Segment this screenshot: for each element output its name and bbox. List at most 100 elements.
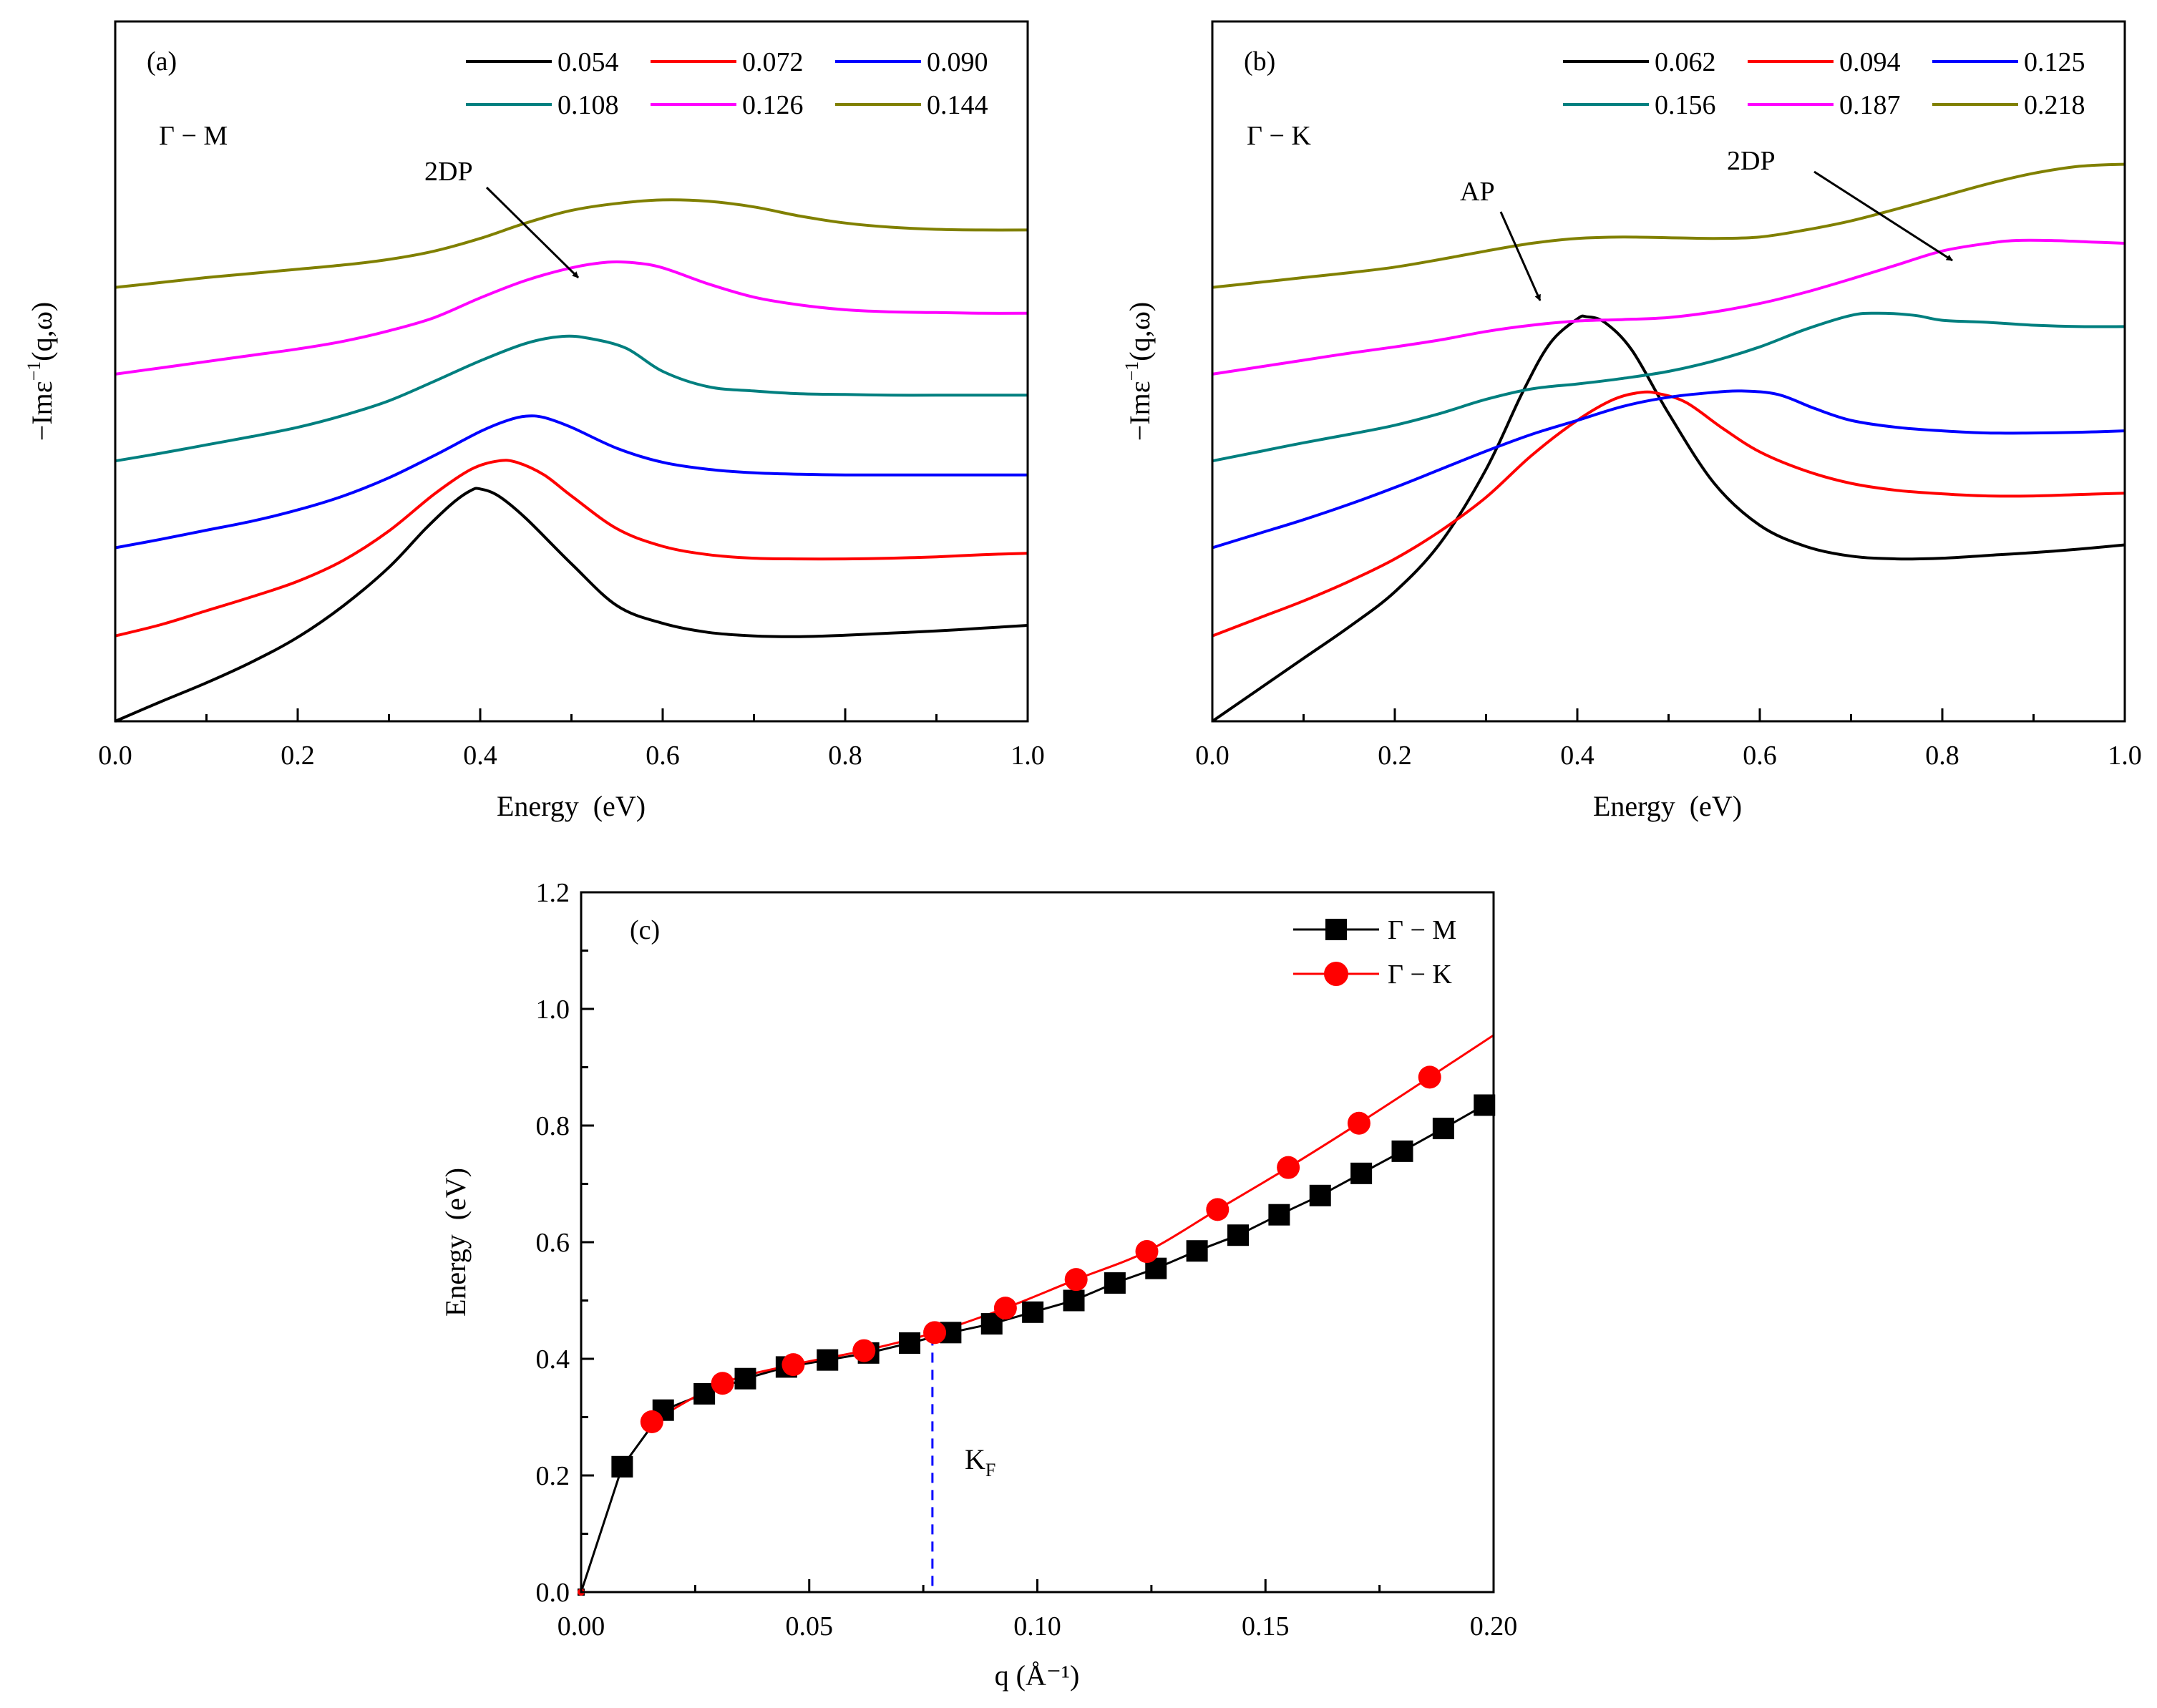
- panel-b-legend-entry-0.062: 0.062: [1655, 47, 1716, 77]
- panel-a-direction-label: Γ − M: [159, 121, 228, 151]
- panel-c-gamma-k-point: [711, 1372, 734, 1395]
- panel-a-legend-entry-0.090: 0.090: [927, 47, 988, 77]
- panel-b-x-tick-label: 0.4: [1560, 741, 1594, 771]
- panel-b-y-axis-label-sup: −1: [1121, 361, 1142, 381]
- panel-b-y-axis-label: −Imε−1(q,ω): [1121, 302, 1156, 441]
- panel-a-x-tick-label: 0.0: [98, 741, 132, 771]
- panel-c-gamma-m-point: [1104, 1272, 1126, 1294]
- panel-b-series-line-0.094: [1212, 390, 2126, 638]
- panel-a-x-tick-label: 1.0: [1011, 741, 1045, 771]
- panel-c-legend-entry-gamma-m: Γ − M: [1388, 915, 1456, 945]
- panel-b-legend-entry-0.218: 0.218: [2024, 90, 2085, 120]
- panel-a-frame: [114, 20, 1029, 723]
- panel-a-legend-entry-0.072: 0.072: [742, 47, 804, 77]
- panel-c-series: [578, 1034, 1496, 1596]
- panel-a-x-tick-label: 0.2: [281, 741, 315, 771]
- panel-a-y-axis-label-main: −Imε: [26, 381, 58, 441]
- panel-a: 0.0 0.2 0.4 0.6 0.8 1.0 0.054 0.072 0.090 0.108 0…: [24, 20, 1045, 822]
- panel-b-series-line-0.062: [1211, 314, 2126, 723]
- panel-a-x-tick-label: 0.8: [828, 741, 862, 771]
- panel-a-legend-entry-0.126: 0.126: [742, 90, 804, 120]
- panel-b-x-tick-label: 0.6: [1743, 741, 1777, 771]
- panel-b-y-axis-label-rest: (q,ω): [1124, 302, 1156, 361]
- panel-b-x-axis-label: Energy (eV): [1593, 790, 1742, 822]
- panel-b-annotation-2dp: 2DP: [1727, 146, 1776, 176]
- panel-a-x-ticks: 0.0 0.2 0.4 0.6 0.8 1.0: [98, 708, 1045, 771]
- panel-a-series-line-0.126: [115, 260, 1028, 376]
- panel-c: 0.00 0.05 0.10 0.15 0.20 0.0 0.2 0.4 0.6 0.8 1.0 1…: [439, 878, 1517, 1692]
- panel-c-gamma-m-point: [1268, 1204, 1290, 1226]
- panel-b-x-tick-label: 1.0: [2108, 741, 2142, 771]
- panel-b-annotation-ap: AP: [1460, 177, 1495, 207]
- panel-b-legend-entry-0.187: 0.187: [1839, 90, 1901, 120]
- panel-c-gamma-m-point: [734, 1367, 756, 1390]
- panel-b-legend-entry-0.094: 0.094: [1839, 47, 1901, 77]
- panel-c-legend-entry-gamma-k: Γ − K: [1388, 960, 1452, 990]
- panel-a-series-line-0.144: [115, 198, 1028, 289]
- panel-a-y-axis-label-rest: (q,ω): [26, 302, 58, 361]
- panel-b-x-ticks: 0.0 0.2 0.4 0.6 0.8 1.0: [1195, 708, 2142, 771]
- panel-c-label: (c): [630, 915, 660, 945]
- panel-c-x-tick-label: 0.10: [1013, 1611, 1061, 1641]
- panel-b-legend-entry-0.156: 0.156: [1655, 90, 1716, 120]
- panel-a-series-lines: [115, 198, 1028, 723]
- panel-b-x-tick-label: 0.8: [1925, 741, 1959, 771]
- panel-b-annotation-ap-arrow: [1499, 211, 1542, 301]
- panel-c-gamma-k-point: [923, 1321, 947, 1345]
- panel-a-annotation-2dp: 2DP: [424, 157, 473, 187]
- panel-c-gamma-m-point: [899, 1332, 920, 1354]
- panel-c-gamma-k-point: [993, 1297, 1017, 1320]
- panel-b-series-lines: [1211, 162, 2126, 723]
- panel-c-gamma-k-point: [1277, 1156, 1300, 1179]
- panel-c-gamma-m-point: [611, 1455, 633, 1478]
- panel-b-series-line-0.218: [1212, 162, 2126, 289]
- panel-a-series-line-0.054: [115, 487, 1028, 723]
- panel-a-legend-entry-0.108: 0.108: [557, 90, 619, 120]
- panel-c-gamma-m-point: [1391, 1140, 1413, 1162]
- panel-a-x-axis-label: Energy (eV): [497, 790, 646, 822]
- panel-a-series-line-0.090: [115, 414, 1028, 550]
- panel-a-series-line-0.072: [115, 459, 1028, 638]
- panel-c-frame: [580, 891, 1495, 1594]
- panel-c-x-tick-label: 0.20: [1470, 1611, 1518, 1641]
- panel-c-gamma-k-point: [1064, 1268, 1088, 1292]
- panel-c-y-tick-label: 0.0: [536, 1578, 570, 1608]
- panel-b-x-tick-label: 0.2: [1378, 741, 1412, 771]
- panel-c-gamma-m-point: [1432, 1118, 1454, 1140]
- panel-c-x-ticks: 0.00 0.05 0.10 0.15 0.20: [557, 1579, 1518, 1641]
- panel-a-y-axis-label-sup: −1: [24, 361, 44, 381]
- panel-a-x-tick-label: 0.4: [463, 741, 497, 771]
- panel-b-y-axis-label-main: −Imε: [1124, 381, 1156, 441]
- panel-c-gamma-k-point: [640, 1410, 663, 1434]
- panel-c-gamma-k-point: [782, 1353, 805, 1377]
- panel-a-x-tick-label: 0.6: [646, 741, 680, 771]
- panel-c-y-tick-label: 1.2: [536, 878, 570, 908]
- panel-b-x-tick-label: 0.0: [1195, 741, 1230, 771]
- panel-c-gamma-m-point: [1474, 1094, 1496, 1116]
- panel-c-y-tick-label: 0.8: [536, 1111, 570, 1141]
- panel-c-legend: Γ − M Γ − K: [1293, 915, 1456, 990]
- panel-b-direction-label: Γ − K: [1247, 121, 1311, 151]
- panel-a-series-line-0.108: [115, 334, 1028, 463]
- panel-c-gamma-k-point: [852, 1339, 876, 1362]
- panel-a-legend-entry-0.054: 0.054: [557, 47, 619, 77]
- panel-c-x-tick-label: 0.00: [557, 1611, 605, 1641]
- panel-c-y-tick-label: 0.4: [536, 1345, 570, 1375]
- panel-c-gamma-k-point: [1347, 1111, 1370, 1135]
- panel-c-y-tick-label: 0.6: [536, 1228, 570, 1258]
- panel-b-annotation-2dp-arrow: [1813, 170, 1953, 262]
- panel-b-legend-entry-0.125: 0.125: [2024, 47, 2085, 77]
- panel-c-gamma-k-point: [1206, 1198, 1230, 1221]
- panel-c-y-ticks: 0.0 0.2 0.4 0.6 0.8 1.0 1.2: [536, 878, 594, 1608]
- panel-c-gamma-m-point: [1022, 1301, 1044, 1323]
- panel-c-gamma-m-point: [1227, 1224, 1249, 1246]
- panel-c-legend-marker-gamma-m: [1325, 919, 1347, 940]
- panel-c-x-tick-label: 0.15: [1242, 1611, 1290, 1641]
- panel-c-gamma-m-point: [1309, 1184, 1331, 1206]
- panel-c-gamma-m-point: [1186, 1240, 1208, 1262]
- panel-b-legend: 0.062 0.094 0.125 0.156 0.187 0.218: [1563, 47, 2085, 120]
- panel-c-gamma-m-point: [693, 1382, 716, 1405]
- panel-c-kf-label-sub: F: [985, 1460, 995, 1480]
